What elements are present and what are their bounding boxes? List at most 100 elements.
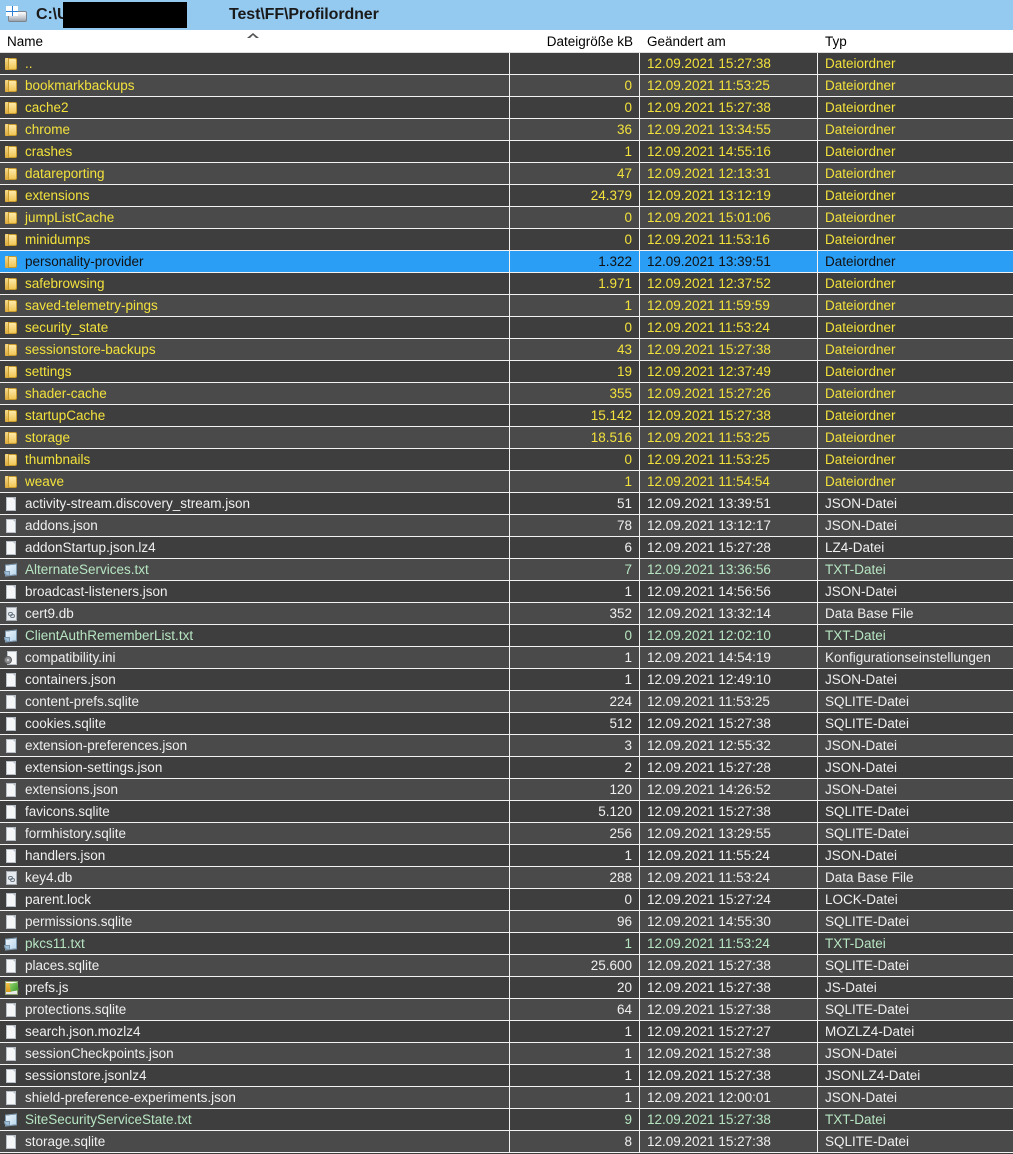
file-name-cell[interactable]: prefs.js: [0, 977, 510, 998]
file-row[interactable]: permissions.sqlite 96 12.09.2021 14:55:30 S…: [0, 911, 1013, 933]
file-row[interactable]: broadcast-listeners.json 1 12.09.2021 14:5…: [0, 581, 1013, 603]
file-name-cell[interactable]: addons.json: [0, 515, 510, 536]
file-name-cell[interactable]: personality-provider: [0, 251, 510, 272]
file-row[interactable]: ClientAuthRememberList.txt 0 12.09.2021 12…: [0, 625, 1013, 647]
file-name-cell[interactable]: ClientAuthRememberList.txt: [0, 625, 510, 646]
file-name-cell[interactable]: favicons.sqlite: [0, 801, 510, 822]
file-row[interactable]: handlers.json 1 12.09.2021 11:55:24 JSON-Da…: [0, 845, 1013, 867]
file-row[interactable]: compatibility.ini 1 12.09.2021 14:54:19 Kon…: [0, 647, 1013, 669]
file-row[interactable]: extensions.json 120 12.09.2021 14:26:52 JSO…: [0, 779, 1013, 801]
file-name-cell[interactable]: jumpListCache: [0, 207, 510, 228]
file-row[interactable]: .. 12.09.2021 15:27:38 Dateiordner: [0, 53, 1013, 75]
file-name-cell[interactable]: shield-preference-experiments.json: [0, 1087, 510, 1108]
file-row[interactable]: extension-preferences.json 3 12.09.2021 12…: [0, 735, 1013, 757]
file-name-cell[interactable]: AlternateServices.txt: [0, 559, 510, 580]
file-name-cell[interactable]: ..: [0, 53, 510, 74]
file-row[interactable]: bookmarkbackups 0 12.09.2021 11:53:25 Datei…: [0, 75, 1013, 97]
file-name-cell[interactable]: addonStartup.json.lz4: [0, 537, 510, 558]
file-row[interactable]: cookies.sqlite 512 12.09.2021 15:27:38 SQLI…: [0, 713, 1013, 735]
file-name-cell[interactable]: safebrowsing: [0, 273, 510, 294]
file-name-cell[interactable]: key4.db: [0, 867, 510, 888]
file-row[interactable]: cert9.db 352 12.09.2021 13:32:14 Data Base …: [0, 603, 1013, 625]
file-name-cell[interactable]: sessionCheckpoints.json: [0, 1043, 510, 1064]
file-row[interactable]: SiteSecurityServiceState.txt 9 12.09.2021 …: [0, 1109, 1013, 1131]
file-name-cell[interactable]: pkcs11.txt: [0, 933, 510, 954]
file-row[interactable]: sessionstore-backups 43 12.09.2021 15:27:3…: [0, 339, 1013, 361]
file-row[interactable]: cache2 0 12.09.2021 15:27:38 Dateiordner: [0, 97, 1013, 119]
file-row[interactable]: crashes 1 12.09.2021 14:55:16 Dateiordner: [0, 141, 1013, 163]
file-name-cell[interactable]: extensions.json: [0, 779, 510, 800]
file-row[interactable]: jumpListCache 0 12.09.2021 15:01:06 Dateior…: [0, 207, 1013, 229]
file-list[interactable]: .. 12.09.2021 15:27:38 Dateiordner bookmark…: [0, 53, 1013, 1153]
file-name-cell[interactable]: compatibility.ini: [0, 647, 510, 668]
file-row[interactable]: chrome 36 12.09.2021 13:34:55 Dateiordner: [0, 119, 1013, 141]
file-row[interactable]: personality-provider 1.322 12.09.2021 13:3…: [0, 251, 1013, 273]
file-row[interactable]: addons.json 78 12.09.2021 13:12:17 JSON-Dat…: [0, 515, 1013, 537]
file-name-cell[interactable]: cookies.sqlite: [0, 713, 510, 734]
file-name-cell[interactable]: shader-cache: [0, 383, 510, 404]
file-row[interactable]: weave 1 12.09.2021 11:54:54 Dateiordner: [0, 471, 1013, 493]
file-name-cell[interactable]: cert9.db: [0, 603, 510, 624]
file-name-cell[interactable]: startupCache: [0, 405, 510, 426]
column-header-date[interactable]: Geändert am: [640, 30, 818, 52]
file-name-cell[interactable]: crashes: [0, 141, 510, 162]
file-row[interactable]: AlternateServices.txt 7 12.09.2021 13:36:5…: [0, 559, 1013, 581]
file-row[interactable]: safebrowsing 1.971 12.09.2021 12:37:52 Date…: [0, 273, 1013, 295]
file-name-cell[interactable]: bookmarkbackups: [0, 75, 510, 96]
file-name-cell[interactable]: permissions.sqlite: [0, 911, 510, 932]
file-name-cell[interactable]: thumbnails: [0, 449, 510, 470]
file-name-cell[interactable]: security_state: [0, 317, 510, 338]
file-name-cell[interactable]: activity-stream.discovery_stream.json: [0, 493, 510, 514]
file-row[interactable]: extension-settings.json 2 12.09.2021 15:27…: [0, 757, 1013, 779]
file-row[interactable]: saved-telemetry-pings 1 12.09.2021 11:59:5…: [0, 295, 1013, 317]
file-name-cell[interactable]: storage: [0, 427, 510, 448]
file-name-cell[interactable]: formhistory.sqlite: [0, 823, 510, 844]
file-name-cell[interactable]: chrome: [0, 119, 510, 140]
file-name-cell[interactable]: search.json.mozlz4: [0, 1021, 510, 1042]
file-row[interactable]: search.json.mozlz4 1 12.09.2021 15:27:27 MO…: [0, 1021, 1013, 1043]
file-name-cell[interactable]: extensions: [0, 185, 510, 206]
file-name-cell[interactable]: parent.lock: [0, 889, 510, 910]
file-name-cell[interactable]: content-prefs.sqlite: [0, 691, 510, 712]
file-name-cell[interactable]: handlers.json: [0, 845, 510, 866]
file-name-cell[interactable]: extension-preferences.json: [0, 735, 510, 756]
file-row[interactable]: shield-preference-experiments.json 1 12.09…: [0, 1087, 1013, 1109]
file-row[interactable]: security_state 0 12.09.2021 11:53:24 Dateio…: [0, 317, 1013, 339]
file-row[interactable]: content-prefs.sqlite 224 12.09.2021 11:53:…: [0, 691, 1013, 713]
file-name-cell[interactable]: places.sqlite: [0, 955, 510, 976]
file-row[interactable]: addonStartup.json.lz4 6 12.09.2021 15:27:2…: [0, 537, 1013, 559]
file-row[interactable]: sessionstore.jsonlz4 1 12.09.2021 15:27:38…: [0, 1065, 1013, 1087]
file-row[interactable]: key4.db 288 12.09.2021 11:53:24 Data Base F…: [0, 867, 1013, 889]
file-name-cell[interactable]: minidumps: [0, 229, 510, 250]
file-row[interactable]: containers.json 1 12.09.2021 12:49:10 JSON-…: [0, 669, 1013, 691]
file-row[interactable]: protections.sqlite 64 12.09.2021 15:27:38 S…: [0, 999, 1013, 1021]
file-name-cell[interactable]: broadcast-listeners.json: [0, 581, 510, 602]
file-row[interactable]: activity-stream.discovery_stream.json 51 1…: [0, 493, 1013, 515]
file-name-cell[interactable]: sessionstore-backups: [0, 339, 510, 360]
file-name-cell[interactable]: extension-settings.json: [0, 757, 510, 778]
file-name-cell[interactable]: datareporting: [0, 163, 510, 184]
file-row[interactable]: datareporting 47 12.09.2021 12:13:31 Dateio…: [0, 163, 1013, 185]
file-row[interactable]: sessionCheckpoints.json 1 12.09.2021 15:27…: [0, 1043, 1013, 1065]
column-header-type[interactable]: Typ: [818, 30, 1013, 52]
file-row[interactable]: places.sqlite 25.600 12.09.2021 15:27:38 SQ…: [0, 955, 1013, 977]
file-name-cell[interactable]: weave: [0, 471, 510, 492]
column-header-name[interactable]: Name: [0, 30, 510, 52]
file-row[interactable]: minidumps 0 12.09.2021 11:53:16 Dateiordner: [0, 229, 1013, 251]
file-row[interactable]: thumbnails 0 12.09.2021 11:53:25 Dateiordne…: [0, 449, 1013, 471]
file-row[interactable]: prefs.js 20 12.09.2021 15:27:38 JS-Datei: [0, 977, 1013, 999]
file-row[interactable]: settings 19 12.09.2021 12:37:49 Dateiordner: [0, 361, 1013, 383]
file-name-cell[interactable]: sessionstore.jsonlz4: [0, 1065, 510, 1086]
file-row[interactable]: favicons.sqlite 5.120 12.09.2021 15:27:38 S…: [0, 801, 1013, 823]
file-row[interactable]: extensions 24.379 12.09.2021 13:12:19 Datei…: [0, 185, 1013, 207]
file-row[interactable]: shader-cache 355 12.09.2021 15:27:26 Dateio…: [0, 383, 1013, 405]
file-name-cell[interactable]: cache2: [0, 97, 510, 118]
file-name-cell[interactable]: containers.json: [0, 669, 510, 690]
file-row[interactable]: pkcs11.txt 1 12.09.2021 11:53:24 TXT-Datei: [0, 933, 1013, 955]
file-row[interactable]: startupCache 15.142 12.09.2021 15:27:38 Dat…: [0, 405, 1013, 427]
file-row[interactable]: parent.lock 0 12.09.2021 15:27:24 LOCK-Date…: [0, 889, 1013, 911]
file-name-cell[interactable]: protections.sqlite: [0, 999, 510, 1020]
file-row[interactable]: storage 18.516 12.09.2021 11:53:25 Dateiord…: [0, 427, 1013, 449]
file-row[interactable]: storage.sqlite 8 12.09.2021 15:27:38 SQLITE…: [0, 1131, 1013, 1153]
file-name-cell[interactable]: settings: [0, 361, 510, 382]
